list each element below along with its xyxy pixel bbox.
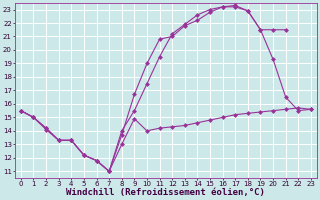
X-axis label: Windchill (Refroidissement éolien,°C): Windchill (Refroidissement éolien,°C) [67, 188, 265, 197]
